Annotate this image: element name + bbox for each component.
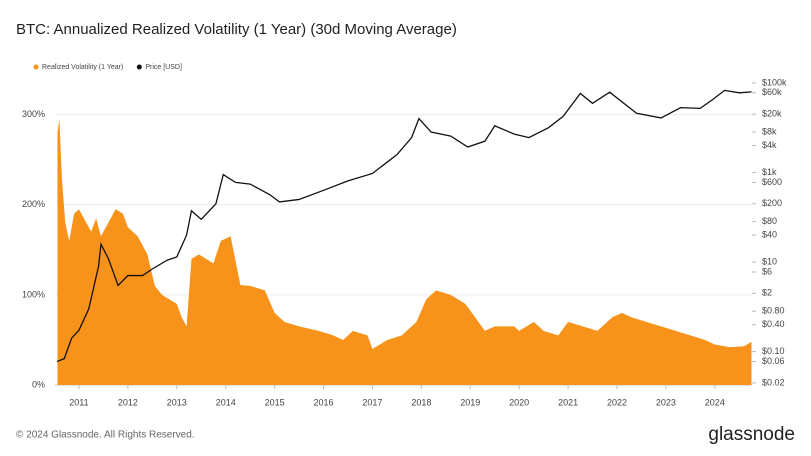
x-tick-label: 2014 <box>216 397 236 407</box>
x-tick-label: 2020 <box>509 397 529 407</box>
y2-tick-label: $0.02 <box>762 377 785 387</box>
y2-tick-label: $6 <box>762 266 772 276</box>
y2-tick-label: $1k <box>762 167 777 177</box>
y2-tick-label: $10 <box>762 256 777 266</box>
y2-tick-label: $20k <box>762 109 782 119</box>
y2-tick-label: $0.40 <box>762 319 785 329</box>
legend-label: Realized Volatility (1 Year) <box>42 64 123 71</box>
y2-tick-label: $80 <box>762 216 777 226</box>
price-line <box>56 89 752 363</box>
legend-label: Price [USD] <box>145 64 182 71</box>
y2-tick-label: $60k <box>762 87 782 97</box>
y-tick-label: 200% <box>22 199 45 209</box>
footer: © 2024 Glassnode. All Rights Reserved. <box>16 430 195 441</box>
y2-tick-label: $0.06 <box>762 356 785 366</box>
y2-tick-label: $4k <box>762 140 777 150</box>
x-tick-label: 2017 <box>362 397 382 407</box>
x-tick-label: 2013 <box>167 397 187 407</box>
x-tick-label: 2024 <box>705 397 725 407</box>
y2-tick-label: $0.10 <box>762 346 785 356</box>
y2-tick-label: $8k <box>762 126 777 136</box>
legend-marker <box>33 64 39 70</box>
chart-title: BTC: Annualized Realized Volatility (1 Y… <box>16 21 457 38</box>
y2-tick-label: $200 <box>762 198 782 208</box>
y2-tick-label: $100k <box>762 77 787 87</box>
logo: glassnode <box>708 424 795 445</box>
y2-tick-label: $600 <box>762 177 782 187</box>
x-tick-label: 2016 <box>314 397 334 407</box>
x-tick-label: 2019 <box>460 397 480 407</box>
x-tick-label: 2022 <box>607 397 627 407</box>
y-tick-label: 100% <box>22 289 45 299</box>
y2-tick-label: $2 <box>762 288 772 298</box>
area <box>57 119 752 385</box>
x-tick-label: 2012 <box>118 397 138 407</box>
y-tick-label: 300% <box>22 109 45 119</box>
y2-tick-label: $40 <box>762 229 777 239</box>
x-tick-label: 2021 <box>558 397 578 407</box>
x-tick-label: 2018 <box>411 397 431 407</box>
x-tick-label: 2023 <box>656 397 676 407</box>
legend-marker <box>136 64 142 70</box>
x-tick-label: 2015 <box>265 397 285 407</box>
y-tick-label: 0% <box>32 379 45 389</box>
x-tick-label: 2011 <box>69 397 88 407</box>
y2-tick-label: $0.80 <box>762 306 785 316</box>
